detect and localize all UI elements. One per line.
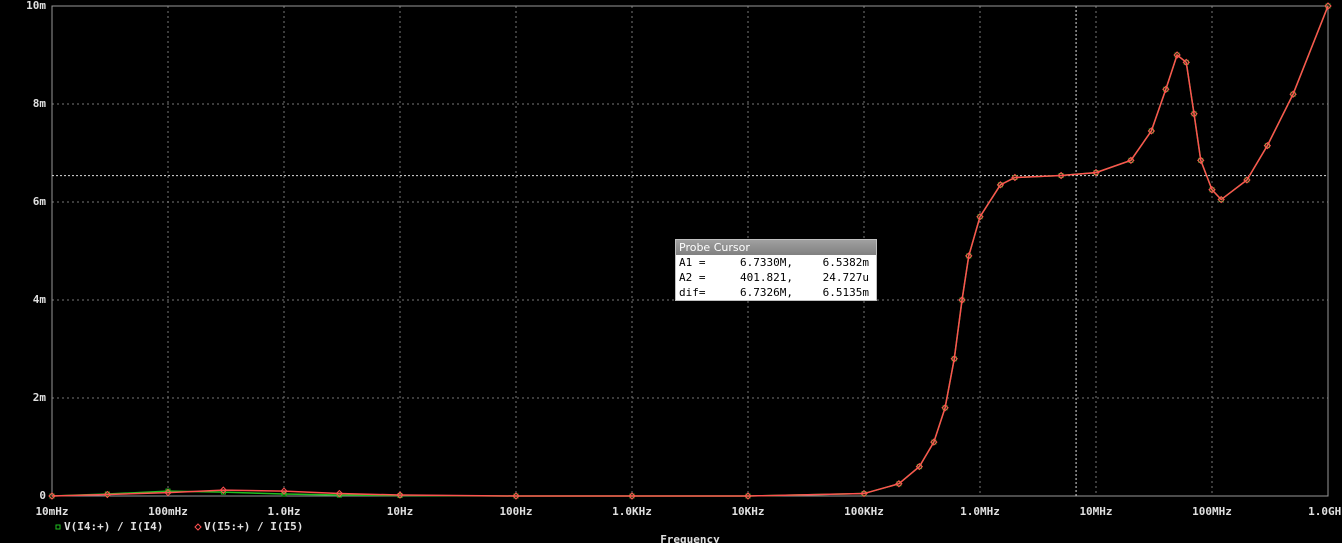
marker <box>744 492 752 500</box>
marker <box>1011 173 1019 182</box>
marker <box>1197 156 1205 165</box>
marker <box>895 480 903 488</box>
marker <box>194 523 202 531</box>
cursor-cell: 24.727u <box>822 271 869 284</box>
cursor-cell: A1 = <box>679 256 706 269</box>
x-tick-label: 10MHz <box>1079 505 1112 518</box>
marker <box>1092 168 1100 177</box>
x-tick-label: 100Hz <box>499 505 532 518</box>
probe-cursor: Probe Cursor A1 = 6.7330M, 6.5382m A2 = 401.… <box>675 239 877 301</box>
y-tick-label: 10m <box>26 0 46 12</box>
y-tick-label: 4m <box>33 293 47 306</box>
x-axis-title: Frequency <box>660 533 720 543</box>
x-tick-label: 10mHz <box>35 505 68 518</box>
marker <box>1264 143 1270 149</box>
cursor-cell: 401.821, <box>740 271 793 284</box>
marker <box>958 296 966 304</box>
marker <box>1182 58 1190 67</box>
marker <box>1190 110 1198 118</box>
x-tick-label: 10Hz <box>387 505 414 518</box>
marker <box>1244 177 1250 183</box>
cursor-cell: 6.5135m <box>822 286 869 299</box>
legend-label: V(I5:+) / I(I5) <box>204 520 303 533</box>
probe-cursor-title: Probe Cursor <box>676 240 876 255</box>
marker <box>1162 85 1170 94</box>
x-tick-label: 100mHz <box>148 505 188 518</box>
x-tick-label: 100KHz <box>844 505 884 518</box>
marker <box>396 491 404 499</box>
x-tick-label: 1.0GHz <box>1308 505 1342 518</box>
cursor-cell: A2 = <box>679 271 706 284</box>
marker <box>628 492 636 500</box>
marker <box>915 462 924 471</box>
marker <box>860 489 868 498</box>
cursor-row: dif= 6.7326M, 6.5135m <box>676 285 876 300</box>
marker <box>941 404 949 412</box>
cursor-cell: dif= <box>679 286 706 299</box>
x-tick-label: 1.0MHz <box>960 505 1000 518</box>
marker <box>281 491 287 497</box>
marker <box>1147 127 1156 135</box>
marker <box>976 212 984 221</box>
marker <box>930 438 938 446</box>
marker <box>996 181 1005 189</box>
marker <box>1057 171 1065 180</box>
marker <box>950 355 958 363</box>
x-tick-label: 100MHz <box>1192 505 1232 518</box>
marker <box>1263 141 1272 150</box>
cursor-cell: 6.5382m <box>822 256 869 269</box>
cursor-cell: 6.7330M, <box>740 256 793 269</box>
cursor-cell: 6.7326M, <box>740 286 793 299</box>
marker <box>1208 186 1216 194</box>
marker <box>55 524 61 530</box>
marker <box>335 489 344 498</box>
legend-label: V(I4:+) / I(I4) <box>64 520 163 533</box>
marker <box>1217 195 1225 204</box>
marker <box>1243 176 1251 184</box>
marker <box>965 252 973 260</box>
marker <box>512 492 520 500</box>
marker <box>103 490 112 499</box>
marker <box>916 464 922 470</box>
marker <box>1324 2 1332 10</box>
marker <box>997 182 1003 188</box>
y-tick-label: 2m <box>33 391 47 404</box>
marker <box>1218 197 1224 203</box>
x-tick-label: 1.0Hz <box>267 505 300 518</box>
x-tick-label: 10KHz <box>731 505 764 518</box>
cursor-row: A1 = 6.7330M, 6.5382m <box>676 255 876 270</box>
marker <box>48 492 56 500</box>
y-tick-label: 6m <box>33 195 47 208</box>
marker <box>164 488 172 497</box>
marker <box>1127 156 1135 165</box>
x-tick-label: 1.0KHz <box>612 505 652 518</box>
marker <box>219 486 228 494</box>
y-tick-label: 8m <box>33 97 47 110</box>
marker <box>1289 90 1297 98</box>
marker <box>280 487 288 495</box>
marker <box>1173 51 1181 59</box>
series-line <box>51 5 1329 497</box>
y-tick-label: 0 <box>39 489 46 502</box>
cursor-row: A2 = 401.821, 24.727u <box>676 270 876 285</box>
